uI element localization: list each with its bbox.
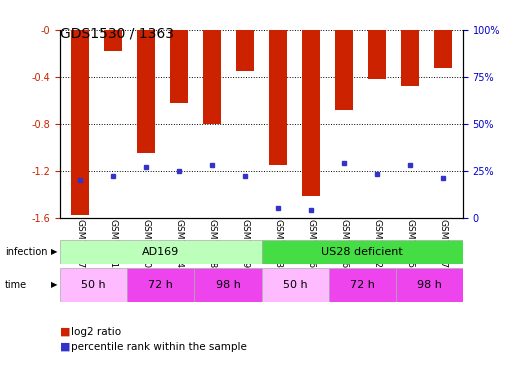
Text: US28 deficient: US28 deficient <box>321 247 403 257</box>
Text: percentile rank within the sample: percentile rank within the sample <box>71 342 246 352</box>
Bar <box>434 30 452 68</box>
Text: 50 h: 50 h <box>82 280 106 290</box>
Text: 72 h: 72 h <box>149 280 173 290</box>
Text: ■: ■ <box>60 327 71 337</box>
Text: 50 h: 50 h <box>283 280 308 290</box>
Bar <box>137 30 155 153</box>
Text: ■: ■ <box>60 342 71 352</box>
Text: AD169: AD169 <box>142 247 179 257</box>
Bar <box>236 30 254 71</box>
Bar <box>401 30 419 86</box>
Bar <box>328 268 396 302</box>
Text: 72 h: 72 h <box>350 280 374 290</box>
Bar <box>302 30 320 196</box>
Bar <box>262 240 463 264</box>
Bar <box>170 30 188 103</box>
Bar <box>269 30 287 165</box>
Bar <box>104 30 122 51</box>
Text: 98 h: 98 h <box>417 280 442 290</box>
Bar <box>71 30 89 215</box>
Bar <box>262 268 328 302</box>
Text: ▶: ▶ <box>51 248 58 256</box>
Text: ▶: ▶ <box>51 280 58 290</box>
Text: log2 ratio: log2 ratio <box>71 327 121 337</box>
Text: 98 h: 98 h <box>215 280 241 290</box>
Bar <box>60 268 127 302</box>
Bar <box>368 30 386 79</box>
Text: infection: infection <box>5 247 48 257</box>
Text: GDS1530 / 1363: GDS1530 / 1363 <box>60 26 174 40</box>
Bar <box>127 268 195 302</box>
Bar <box>203 30 221 124</box>
Bar <box>396 268 463 302</box>
Bar <box>195 268 262 302</box>
Text: time: time <box>5 280 27 290</box>
Bar <box>60 240 262 264</box>
Bar <box>335 30 353 109</box>
